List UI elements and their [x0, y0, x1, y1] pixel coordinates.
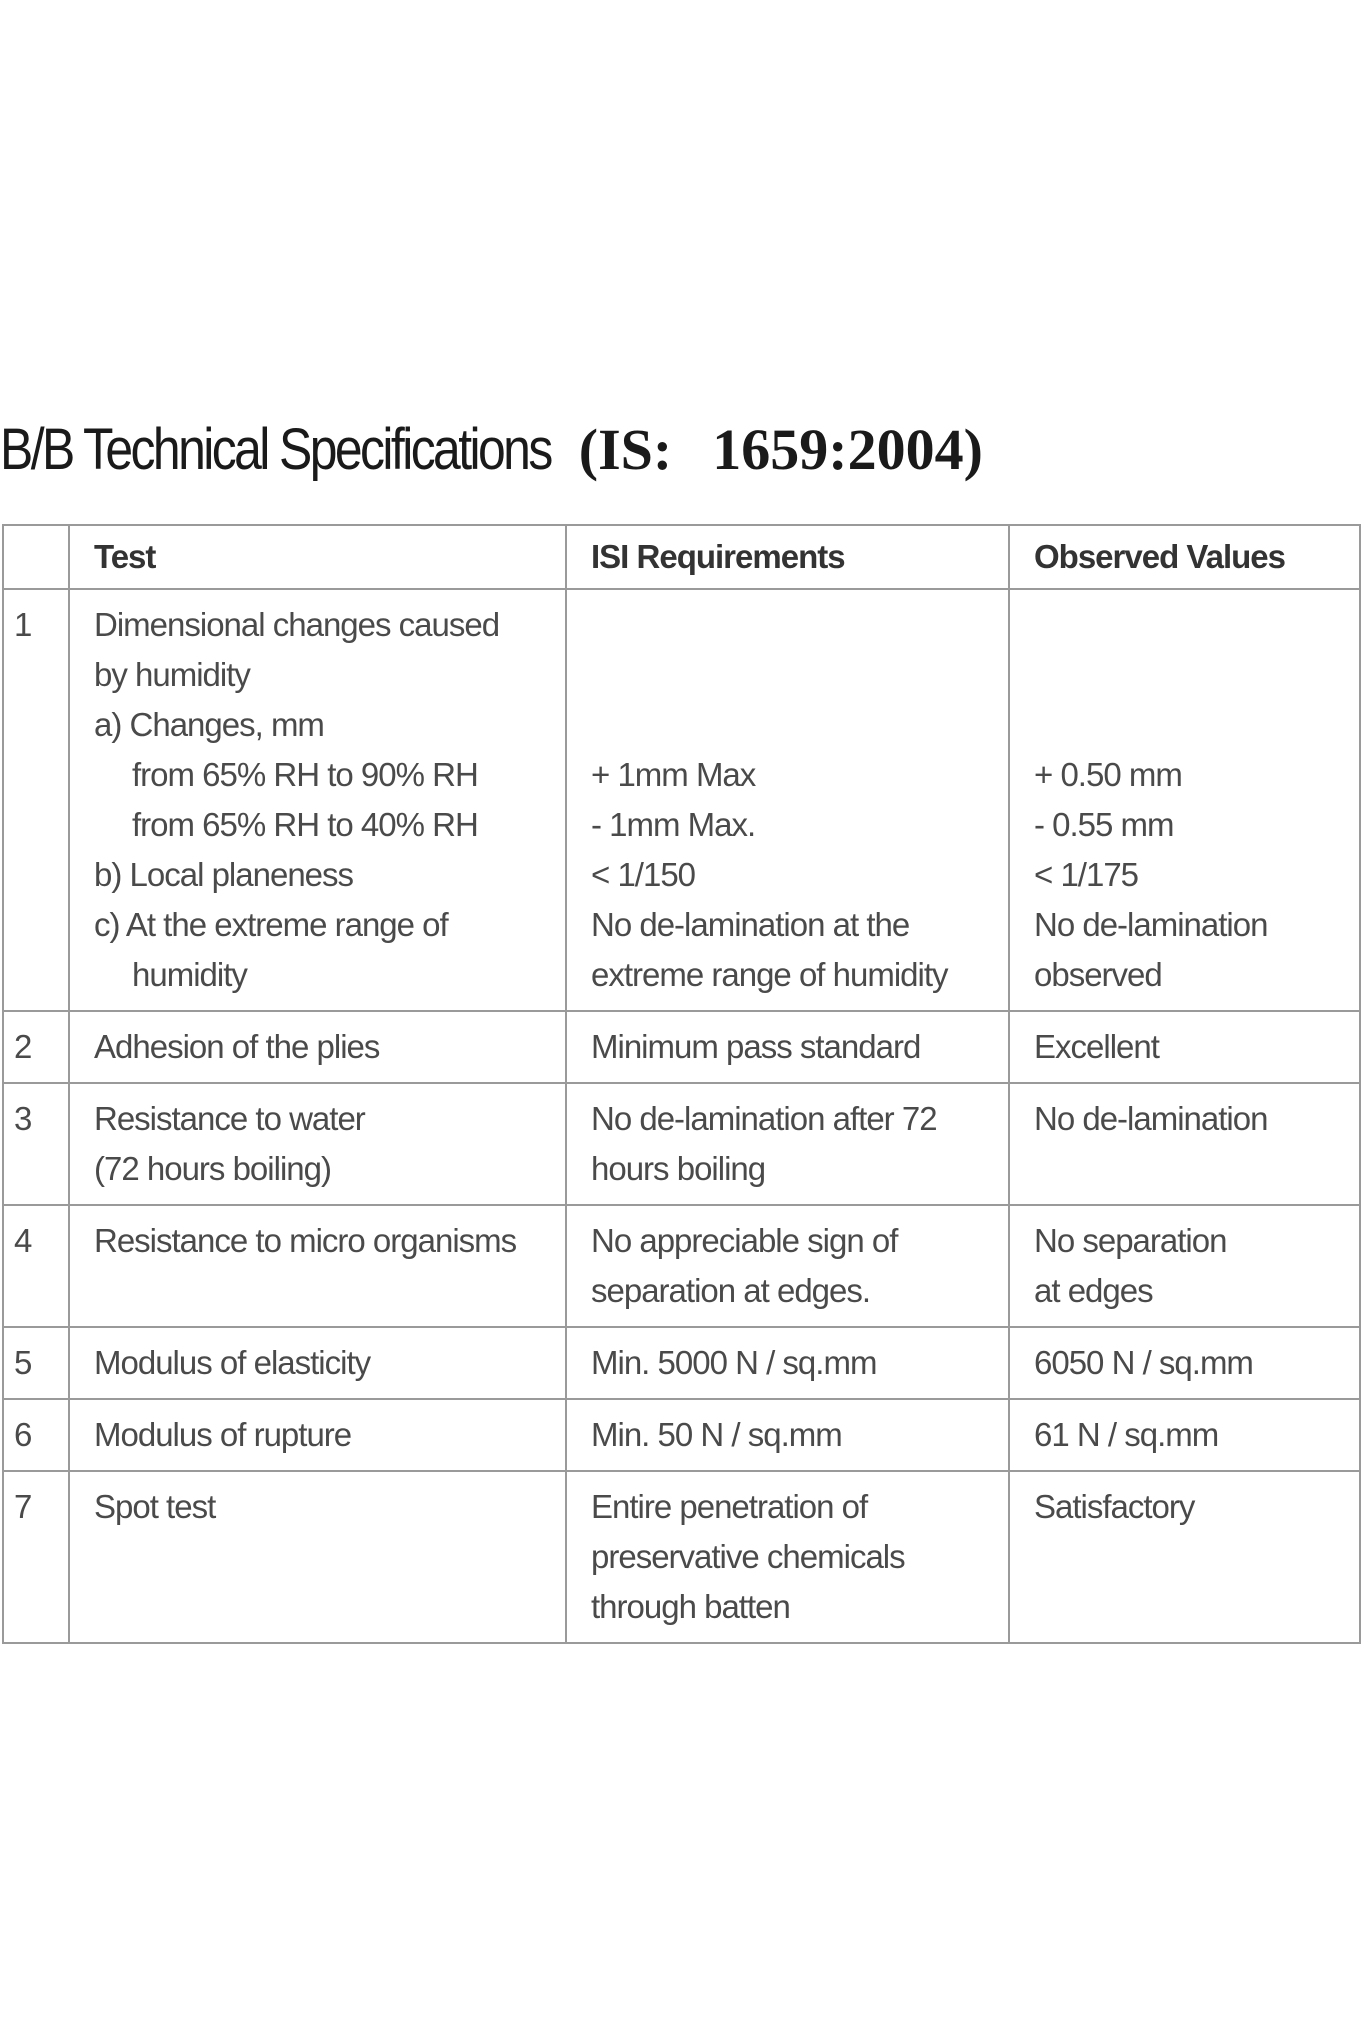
- requirement-cell: Min. 5000 N / sq.mm: [565, 1326, 1010, 1400]
- row-number: 4: [2, 1204, 70, 1328]
- title-standard-prefix: (IS:: [578, 417, 673, 482]
- requirement-line: Min. 5000 N / sq.mm: [591, 1344, 877, 1381]
- observed-line: < 1/175: [1034, 856, 1139, 893]
- test-line: Spot test: [94, 1488, 216, 1525]
- header-observed-values: Observed Values: [1008, 524, 1361, 590]
- observed-cell: 61 N / sq.mm: [1008, 1398, 1361, 1472]
- test-line: (72 hours boiling): [94, 1150, 332, 1187]
- requirement-line: Minimum pass standard: [591, 1028, 921, 1065]
- requirement-line: < 1/150: [591, 856, 696, 893]
- test-cell: Adhesion of the plies: [68, 1010, 567, 1084]
- table-row: 3 Resistance to water (72 hours boiling)…: [2, 1082, 1361, 1206]
- requirement-line: Entire penetration of: [591, 1488, 868, 1525]
- table-row: 7 Spot test Entire penetration of preser…: [2, 1470, 1361, 1644]
- observed-line: [1034, 700, 1349, 750]
- header-test: Test: [68, 524, 567, 590]
- requirement-line: No de-lamination after 72: [591, 1100, 938, 1137]
- observed-line: observed: [1034, 956, 1163, 993]
- row-number: 7: [2, 1470, 70, 1644]
- specifications-table: Test ISI Requirements Observed Values 1 …: [2, 524, 1361, 1644]
- observed-cell: No de-lamination: [1008, 1082, 1361, 1206]
- requirement-line: - 1mm Max.: [591, 806, 756, 843]
- requirement-cell: No de-lamination after 72 hours boiling: [565, 1082, 1010, 1206]
- requirement-cell: Entire penetration of preservative chemi…: [565, 1470, 1010, 1644]
- test-cell: Resistance to micro organisms: [68, 1204, 567, 1328]
- requirement-line: through batten: [591, 1588, 791, 1625]
- requirement-cell: Minimum pass standard: [565, 1010, 1010, 1084]
- requirement-line: hours boiling: [591, 1150, 766, 1187]
- observed-line: + 0.50 mm: [1034, 756, 1183, 793]
- test-cell: Spot test: [68, 1470, 567, 1644]
- requirement-line: [591, 650, 998, 700]
- table-row: 1 Dimensional changes caused by humidity…: [2, 588, 1361, 1012]
- test-line: a) Changes, mm: [94, 706, 325, 743]
- title-main-text: B/B Technical Specifications: [0, 417, 553, 482]
- test-line: Modulus of rupture: [94, 1416, 352, 1453]
- requirement-line: No de-lamination at the: [591, 906, 910, 943]
- observed-line: Excellent: [1034, 1028, 1160, 1065]
- test-line: from 65% RH to 90% RH: [132, 756, 479, 793]
- test-line: c) At the extreme range of: [94, 906, 449, 943]
- requirement-cell: + 1mm Max - 1mm Max. < 1/150 No de-lamin…: [565, 588, 1010, 1012]
- test-line: humidity: [132, 956, 248, 993]
- test-line: Adhesion of the plies: [94, 1028, 380, 1065]
- requirement-line: extreme range of humidity: [591, 956, 949, 993]
- test-line: Resistance to micro organisms: [94, 1222, 517, 1259]
- observed-line: 6050 N / sq.mm: [1034, 1344, 1254, 1381]
- row-number: 5: [2, 1326, 70, 1400]
- observed-cell: No separation at edges: [1008, 1204, 1361, 1328]
- test-line: from 65% RH to 40% RH: [132, 806, 479, 843]
- table-row: 4 Resistance to micro organisms No appre…: [2, 1204, 1361, 1328]
- requirement-line: [591, 600, 998, 650]
- observed-cell: Satisfactory: [1008, 1470, 1361, 1644]
- test-line: by humidity: [94, 656, 251, 693]
- requirement-cell: Min. 50 N / sq.mm: [565, 1398, 1010, 1472]
- observed-line: 61 N / sq.mm: [1034, 1416, 1219, 1453]
- requirement-line: Min. 50 N / sq.mm: [591, 1416, 843, 1453]
- title-standard: (IS: 1659:2004): [579, 400, 983, 500]
- table-row: 6 Modulus of rupture Min. 50 N / sq.mm 6…: [2, 1398, 1361, 1472]
- observed-cell: 6050 N / sq.mm: [1008, 1326, 1361, 1400]
- requirement-line: [591, 700, 998, 750]
- observed-line: - 0.55 mm: [1034, 806, 1175, 843]
- header-isi-requirements: ISI Requirements: [565, 524, 1010, 590]
- test-cell: Resistance to water (72 hours boiling): [68, 1082, 567, 1206]
- observed-line: No de-lamination: [1034, 1100, 1268, 1137]
- requirement-line: preservative chemicals: [591, 1538, 906, 1575]
- test-line: b) Local planeness: [94, 856, 354, 893]
- requirement-line: + 1mm Max: [591, 756, 756, 793]
- title-standard-suffix: 1659:2004): [712, 417, 983, 482]
- test-line: Dimensional changes caused: [94, 606, 500, 643]
- row-number: 3: [2, 1082, 70, 1206]
- test-line: Resistance to water: [94, 1100, 366, 1137]
- requirement-line: separation at edges.: [591, 1272, 871, 1309]
- observed-line: at edges: [1034, 1272, 1154, 1309]
- observed-line: No de-lamination: [1034, 906, 1268, 943]
- observed-line: No separation: [1034, 1222, 1227, 1259]
- test-cell: Modulus of rupture: [68, 1398, 567, 1472]
- observed-line: Satisfactory: [1034, 1488, 1195, 1525]
- table-header-row: Test ISI Requirements Observed Values: [2, 524, 1361, 590]
- header-number: [2, 524, 70, 590]
- requirement-cell: No appreciable sign of separation at edg…: [565, 1204, 1010, 1328]
- row-number: 6: [2, 1398, 70, 1472]
- requirement-line: No appreciable sign of: [591, 1222, 898, 1259]
- page-title: B/B Technical Specifications (IS: 1659:20…: [0, 400, 983, 500]
- observed-line: [1034, 600, 1349, 650]
- row-number: 2: [2, 1010, 70, 1084]
- table-row: 5 Modulus of elasticity Min. 5000 N / sq…: [2, 1326, 1361, 1400]
- observed-cell: Excellent: [1008, 1010, 1361, 1084]
- test-line: Modulus of elasticity: [94, 1344, 371, 1381]
- test-cell: Modulus of elasticity: [68, 1326, 567, 1400]
- row-number: 1: [2, 588, 70, 1012]
- table-row: 2 Adhesion of the plies Minimum pass sta…: [2, 1010, 1361, 1084]
- test-cell: Dimensional changes caused by humidity a…: [68, 588, 567, 1012]
- observed-cell: + 0.50 mm - 0.55 mm < 1/175 No de-lamina…: [1008, 588, 1361, 1012]
- observed-line: [1034, 650, 1349, 700]
